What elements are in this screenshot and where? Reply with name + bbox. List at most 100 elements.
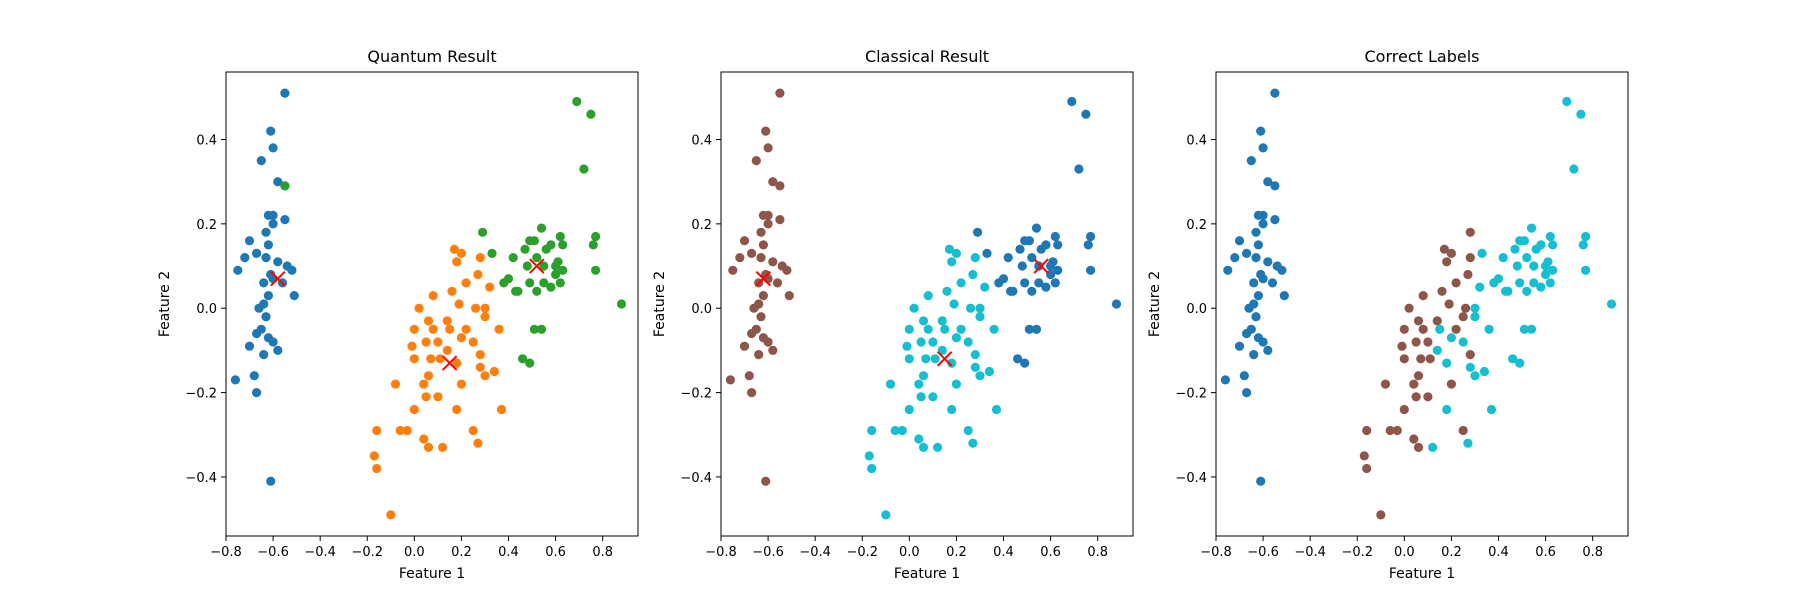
data-point-series-3: [1086, 231, 1096, 242]
data-point-series-2: [471, 303, 481, 313]
data-point-series-1: [1258, 143, 1268, 153]
data-point-series-3: [1053, 265, 1063, 275]
data-point-series-3: [532, 253, 542, 263]
data-point-series-2: [1362, 425, 1372, 436]
data-point-series-1: [273, 257, 283, 267]
data-point-series-1: [735, 253, 745, 263]
x-tick-label: −0.6: [752, 545, 784, 560]
data-point-series-3: [1442, 358, 1452, 368]
data-point-series-3: [1031, 223, 1042, 233]
data-point-series-1: [756, 227, 766, 237]
data-point-series-2: [1397, 341, 1407, 351]
data-point-series-2: [414, 303, 424, 313]
data-point-series-2: [421, 337, 431, 347]
data-point-series-2: [1458, 312, 1468, 322]
data-point-series-2: [942, 286, 952, 296]
y-tick-label: 0.2: [691, 218, 712, 233]
data-point-series-2: [480, 371, 490, 381]
data-point-series-2: [475, 253, 485, 263]
data-point-series-2: [980, 282, 990, 292]
data-point-series-2: [447, 286, 457, 296]
data-point-series-2: [867, 425, 877, 436]
data-point-series-1: [280, 88, 290, 98]
x-tick-label: −0.2: [846, 545, 878, 560]
data-point-series-2: [402, 425, 412, 436]
y-axis-label: Feature 2: [157, 271, 173, 337]
data-point-series-1: [1253, 240, 1263, 250]
data-point-series-3: [1041, 282, 1051, 292]
data-point-series-1: [266, 476, 276, 486]
data-point-series-3: [558, 265, 568, 275]
data-point-series-2: [940, 324, 950, 334]
data-point-series-2: [989, 324, 999, 334]
data-point-series-2: [475, 350, 485, 360]
data-point-series-1: [1267, 278, 1278, 288]
data-point-series-3: [1536, 282, 1546, 292]
data-point-series-1: [268, 219, 278, 229]
data-point-series-3: [1006, 286, 1016, 296]
data-point-series-2: [968, 269, 978, 280]
x-axis-label: Feature 1: [894, 566, 960, 582]
data-point-series-2: [456, 248, 466, 258]
data-point-series-2: [970, 253, 980, 263]
x-tick-label: 0.8: [592, 545, 613, 560]
data-point-series-1: [1251, 312, 1261, 322]
data-point-series-2: [918, 371, 929, 381]
data-point-series-1: [782, 265, 792, 275]
data-point-series-3: [1545, 231, 1555, 242]
data-point-series-2: [1413, 371, 1424, 381]
data-point-series-2: [1439, 244, 1449, 254]
data-point-series-3: [551, 261, 561, 271]
data-point-series-2: [975, 303, 985, 313]
data-point-series-1: [280, 215, 290, 225]
data-point-series-1: [1258, 210, 1268, 220]
data-point-series-1: [273, 177, 283, 187]
x-tick-label: −0.4: [1294, 545, 1326, 560]
data-point-series-2: [442, 345, 452, 355]
data-point-series-2: [452, 404, 462, 415]
data-point-series-2: [386, 510, 396, 520]
data-point-series-2: [933, 442, 943, 452]
data-point-series-1: [758, 240, 769, 250]
y-tick-label: 0.0: [196, 302, 217, 317]
data-point-series-2: [1376, 510, 1386, 520]
data-point-series-3: [1024, 236, 1034, 246]
data-point-series-1: [261, 227, 271, 237]
data-point-series-2: [1413, 316, 1424, 326]
x-tick-label: −0.6: [257, 545, 289, 560]
y-tick-label: −0.2: [680, 387, 712, 402]
y-tick-label: −0.2: [1175, 387, 1207, 402]
data-point-series-1: [287, 265, 297, 275]
y-tick-label: 0.4: [691, 133, 712, 148]
x-tick-label: 0.8: [1087, 545, 1108, 560]
data-point-series-3: [532, 286, 542, 296]
data-point-series-3: [1458, 337, 1468, 347]
data-point-series-2: [1423, 337, 1433, 347]
data-point-series-1: [289, 291, 299, 301]
data-point-series-2: [1409, 379, 1419, 389]
data-point-series-3: [1086, 265, 1096, 275]
data-point-series-2: [473, 438, 483, 448]
data-point-series-2: [949, 299, 959, 309]
data-point-series-2: [956, 278, 966, 288]
data-point-series-1: [1249, 350, 1259, 360]
data-point-series-2: [452, 257, 462, 267]
data-point-series-3: [1020, 278, 1030, 288]
data-point-series-2: [904, 354, 914, 364]
data-point-series-1: [268, 210, 278, 220]
data-point-series-1: [230, 375, 240, 385]
data-point-series-3: [518, 354, 528, 364]
data-point-series-3: [586, 109, 596, 119]
data-point-series-3: [1531, 244, 1541, 254]
data-point-series-2: [372, 463, 382, 474]
data-point-series-3: [1498, 253, 1508, 263]
data-point-series-2: [480, 303, 490, 313]
data-point-series-3: [555, 278, 565, 288]
x-tick-label: −0.8: [705, 545, 737, 560]
data-point-series-2: [951, 333, 962, 343]
data-point-series-1: [1253, 291, 1263, 301]
x-tick-label: 0.4: [1488, 545, 1509, 560]
data-point-series-1: [273, 345, 283, 355]
data-point-series-2: [947, 358, 957, 368]
